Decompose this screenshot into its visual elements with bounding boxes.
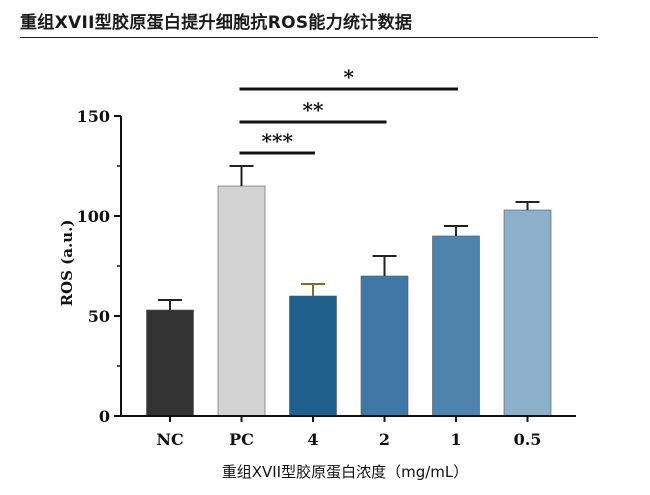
error-bar-4	[301, 283, 325, 296]
x-tick-label-0.5: 0.5	[514, 430, 542, 449]
y-tick-label-150: 150	[77, 107, 110, 126]
x-tick-labels: NC PC 4 2 1 0.5	[156, 430, 541, 449]
error-bar-0.5	[515, 201, 540, 210]
error-bars-group	[158, 165, 540, 310]
bar-0.5	[503, 209, 552, 417]
bar-2	[360, 275, 409, 417]
significance-label-1: **	[303, 98, 324, 122]
axes-group	[114, 115, 576, 422]
bar-NC	[146, 309, 194, 417]
bar-PC	[217, 185, 266, 417]
bar-4	[289, 295, 337, 417]
error-bar-1	[444, 225, 468, 236]
x-tick-label-2: 2	[379, 430, 390, 449]
y-tick-label-0: 0	[99, 407, 110, 426]
x-axis-label: 重组XVII型胶原蛋白浓度（mg/mL）	[222, 463, 469, 481]
error-bar-PC	[229, 165, 254, 186]
title-divider	[20, 37, 598, 38]
y-tick-label-100: 100	[77, 207, 110, 226]
bars-group	[146, 185, 552, 417]
error-bar-2	[372, 255, 397, 276]
bar-1	[432, 235, 480, 417]
x-tick-label-NC: NC	[156, 430, 183, 449]
x-tick-label-PC: PC	[229, 430, 254, 449]
significance-group: ******	[239, 65, 458, 155]
chart-title: 重组XVII型胶原蛋白提升细胞抗ROS能力统计数据	[20, 13, 413, 33]
significance-label-2: ***	[262, 129, 294, 153]
error-bar-NC	[158, 299, 182, 310]
y-tick-label-50: 50	[88, 307, 110, 326]
significance-label-0: *	[344, 65, 355, 89]
y-axis-label: ROS (a.u.)	[58, 220, 76, 307]
y-tick-labels: 0 50 100 150	[77, 107, 110, 426]
x-tick-label-1: 1	[450, 430, 461, 449]
x-tick-label-4: 4	[307, 430, 318, 449]
